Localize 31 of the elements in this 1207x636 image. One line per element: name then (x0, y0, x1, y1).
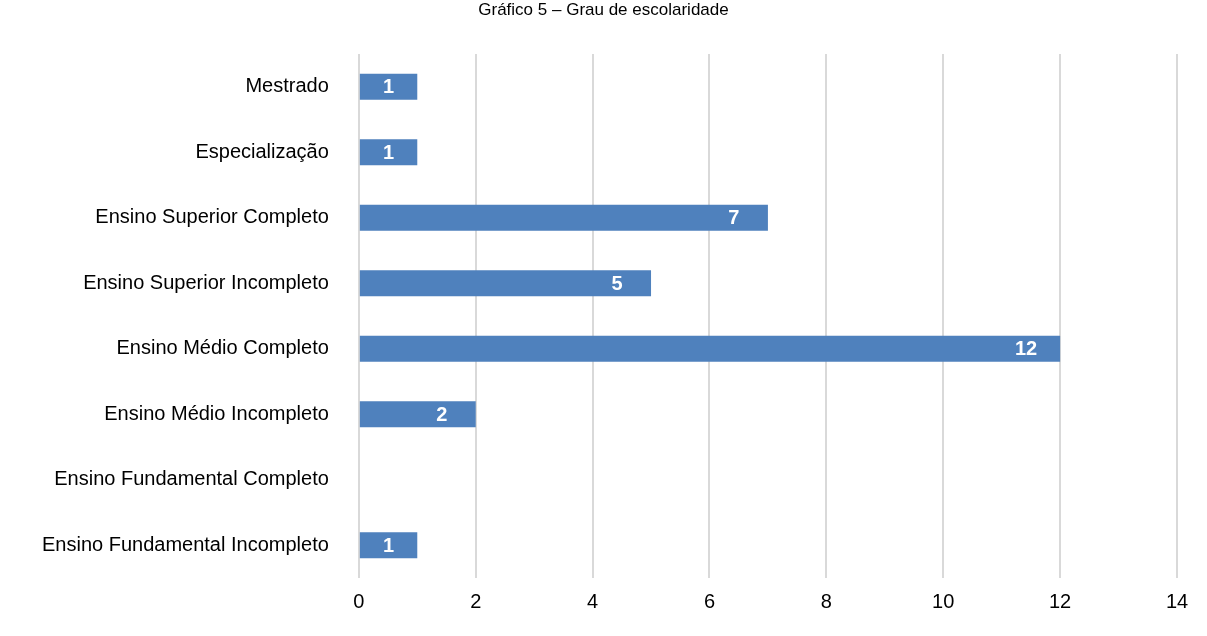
y-tick-label: Ensino Médio Completo (116, 336, 329, 359)
y-tick-label: Ensino Médio Incompleto (104, 401, 329, 424)
x-tick-label: 6 (703, 589, 716, 612)
y-tick-label: Ensino Superior Incompleto (83, 270, 329, 293)
y-tick-label: Ensino Fundamental Incompleto (41, 532, 329, 555)
bar (359, 270, 652, 297)
bar (359, 73, 418, 100)
data-label: 1 (382, 75, 395, 98)
data-label: 1 (382, 533, 395, 556)
y-tick-label: Especialização (195, 139, 329, 162)
data-label: 1 (382, 140, 395, 163)
x-tick-label: 10 (932, 589, 955, 612)
y-tick-label: Ensino Superior Completo (95, 205, 329, 228)
bar (359, 139, 418, 166)
x-tick-label: 2 (470, 589, 482, 612)
x-tick-label: 0 (353, 589, 365, 612)
data-label: 2 (436, 402, 448, 425)
x-tick-label: 12 (1048, 589, 1072, 612)
x-tick-label: 4 (587, 589, 599, 612)
data-label: 12 (1014, 337, 1038, 360)
bar (359, 204, 768, 231)
chart-title: Gráfico 5 – Grau de escolaridade (477, 0, 730, 20)
data-label: 5 (611, 271, 623, 294)
x-tick-label: 14 (1165, 589, 1189, 612)
x-tick-label: 8 (820, 589, 832, 612)
bar (359, 335, 1061, 362)
bar (359, 532, 418, 559)
bar (359, 401, 476, 428)
y-tick-label: Ensino Fundamental Completo (54, 467, 329, 490)
y-tick-label: Mestrado (245, 74, 329, 97)
data-label: 7 (728, 206, 740, 229)
